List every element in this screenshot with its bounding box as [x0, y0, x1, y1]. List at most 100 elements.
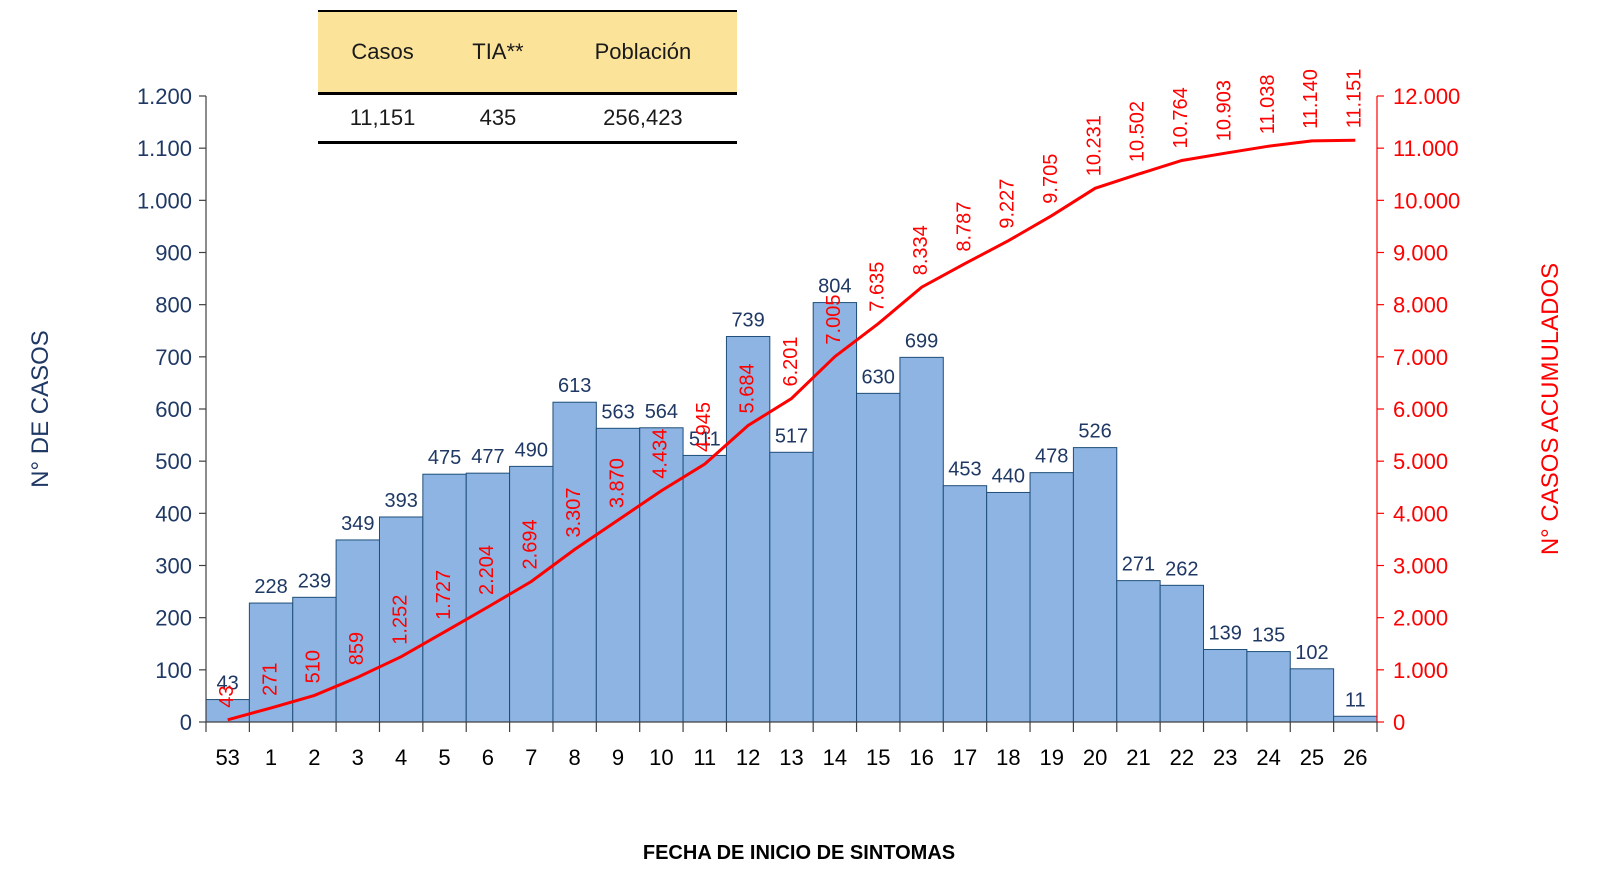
right-axis-tick-label: 11.000: [1393, 136, 1459, 161]
bar: [942, 485, 988, 723]
bar-data-label: 239: [298, 570, 331, 592]
cumulative-data-label: 271: [259, 662, 281, 695]
bar-data-label: 271: [1122, 554, 1155, 576]
right-axis-tick-label: 0: [1393, 710, 1405, 735]
right-axis-tick-label: 9.000: [1393, 241, 1448, 266]
summary-value-population: 256,423: [548, 93, 737, 144]
x-axis-tick-label: 14: [823, 745, 847, 770]
bar: [639, 427, 684, 723]
bar-data-label: 511: [689, 428, 721, 450]
right-axis-tick-label: 12.000: [1393, 84, 1460, 109]
bar-data-label: 478: [1035, 446, 1068, 468]
x-axis-tick-label: 15: [866, 745, 890, 770]
right-axis-tick-label: 6.000: [1393, 397, 1448, 422]
bar: [986, 491, 1031, 723]
cumulative-data-label: 510: [303, 650, 325, 683]
x-axis-tick-label: 21: [1126, 745, 1150, 770]
x-axis-tick-label: 17: [953, 745, 977, 770]
bar-data-label: 563: [601, 401, 634, 423]
bar-data-label: 517: [775, 425, 808, 447]
right-axis-title: N° CASOS ACUMULADOS: [1537, 263, 1564, 555]
x-axis-tick-label: 11: [693, 745, 716, 770]
bar-data-label: 699: [905, 330, 938, 352]
cumulative-data-label: 11.038: [1257, 74, 1279, 134]
bar-data-label: 440: [992, 465, 1025, 487]
bar: [899, 356, 944, 723]
bar: [1116, 580, 1161, 723]
left-axis-tick-label: 500: [155, 449, 192, 474]
x-axis-tick-label: 53: [215, 745, 239, 770]
bar-data-label: 43: [217, 673, 239, 695]
cumulative-data-label: 9.705: [1040, 154, 1062, 204]
bar-data-label: 804: [818, 276, 851, 298]
summary-header-cases: Casos: [318, 10, 448, 95]
left-axis-tick-label: 200: [155, 606, 192, 631]
right-axis-tick-label: 4.000: [1393, 501, 1448, 526]
bar: [378, 516, 424, 723]
bar-data-label: 477: [471, 446, 504, 468]
x-axis-tick-label: 24: [1256, 745, 1280, 770]
bar: [812, 302, 858, 723]
cumulative-data-label: 9.227: [997, 179, 1019, 229]
cumulative-data-label: 43: [216, 686, 238, 708]
right-axis-tick-label: 7.000: [1393, 345, 1448, 370]
cumulative-data-label: 3.870: [606, 458, 628, 508]
bar-data-label: 564: [645, 401, 678, 423]
left-axis-tick-label: 600: [155, 397, 192, 422]
cumulative-data-label: 859: [346, 632, 368, 665]
x-axis-title: FECHA DE INICIO DE SINTOMAS: [642, 842, 956, 864]
cumulative-data-label: 11.151: [1344, 69, 1366, 129]
cumulative-data-label: 8.787: [953, 202, 975, 252]
cumulative-data-label: 2.204: [476, 545, 498, 595]
cumulative-data-label: 2.694: [520, 519, 542, 569]
left-axis-tick-label: 1.200: [137, 84, 192, 109]
bar: [1246, 651, 1291, 723]
cumulative-line: [227, 138, 1356, 722]
bar: [682, 454, 727, 723]
x-axis-tick-label: 5: [438, 745, 450, 770]
bar: [1203, 648, 1248, 723]
bar-data-label: 262: [1165, 558, 1198, 580]
cumulative-data-label: 6.201: [780, 336, 802, 386]
bar-data-label: 349: [341, 513, 374, 535]
bar: [856, 392, 901, 723]
x-axis-tick-label: 10: [649, 745, 673, 770]
x-axis-tick-label: 19: [1039, 745, 1063, 770]
cumulative-data-label: 7.635: [867, 262, 889, 312]
cumulative-data-label: 11.140: [1300, 69, 1322, 129]
bar-data-label: 526: [1078, 421, 1111, 443]
bar: [292, 596, 337, 723]
x-axis-tick-label: 13: [779, 745, 803, 770]
bar-data-label: 739: [731, 309, 764, 331]
bar-data-label: 613: [558, 375, 591, 397]
x-axis-tick-label: 23: [1213, 745, 1237, 770]
left-axis-tick-label: 900: [155, 241, 192, 266]
x-axis-tick-label: 1: [265, 745, 277, 770]
bar: [1072, 447, 1118, 723]
bar-data-label: 393: [384, 490, 417, 512]
summary-table: Casos TIA** Población 11,151 435 256,423: [318, 10, 737, 144]
cumulative-data-label: 4.434: [650, 429, 672, 479]
cumulative-data-label: 10.903: [1213, 80, 1235, 141]
right-axis-tick-label: 5.000: [1393, 449, 1448, 474]
x-axis-tick-label: 20: [1083, 745, 1107, 770]
left-axis-tick-label: 800: [155, 293, 192, 318]
bar-data-label: 490: [515, 439, 548, 461]
cumulative-data-label: 10.764: [1170, 87, 1192, 148]
bar: [595, 427, 641, 723]
right-axis-tick-label: 10.000: [1393, 188, 1460, 213]
right-axis-tick-label: 2.000: [1393, 606, 1448, 631]
x-axis-tick-label: 25: [1300, 745, 1324, 770]
bar-data-label: 475: [428, 447, 461, 469]
x-axis-tick-label: 16: [909, 745, 933, 770]
x-axis-tick-label: 6: [482, 745, 494, 770]
bar: [248, 602, 294, 723]
bar: [769, 451, 814, 723]
x-axis-tick-label: 2: [308, 745, 320, 770]
cumulative-data-label: 4.945: [693, 402, 715, 452]
x-axis-tick-label: 3: [352, 745, 364, 770]
summary-value-tia: 435: [447, 93, 549, 144]
x-axis-tick-label: 8: [569, 745, 581, 770]
bar: [1159, 584, 1205, 723]
bar-data-label: 630: [862, 366, 895, 388]
